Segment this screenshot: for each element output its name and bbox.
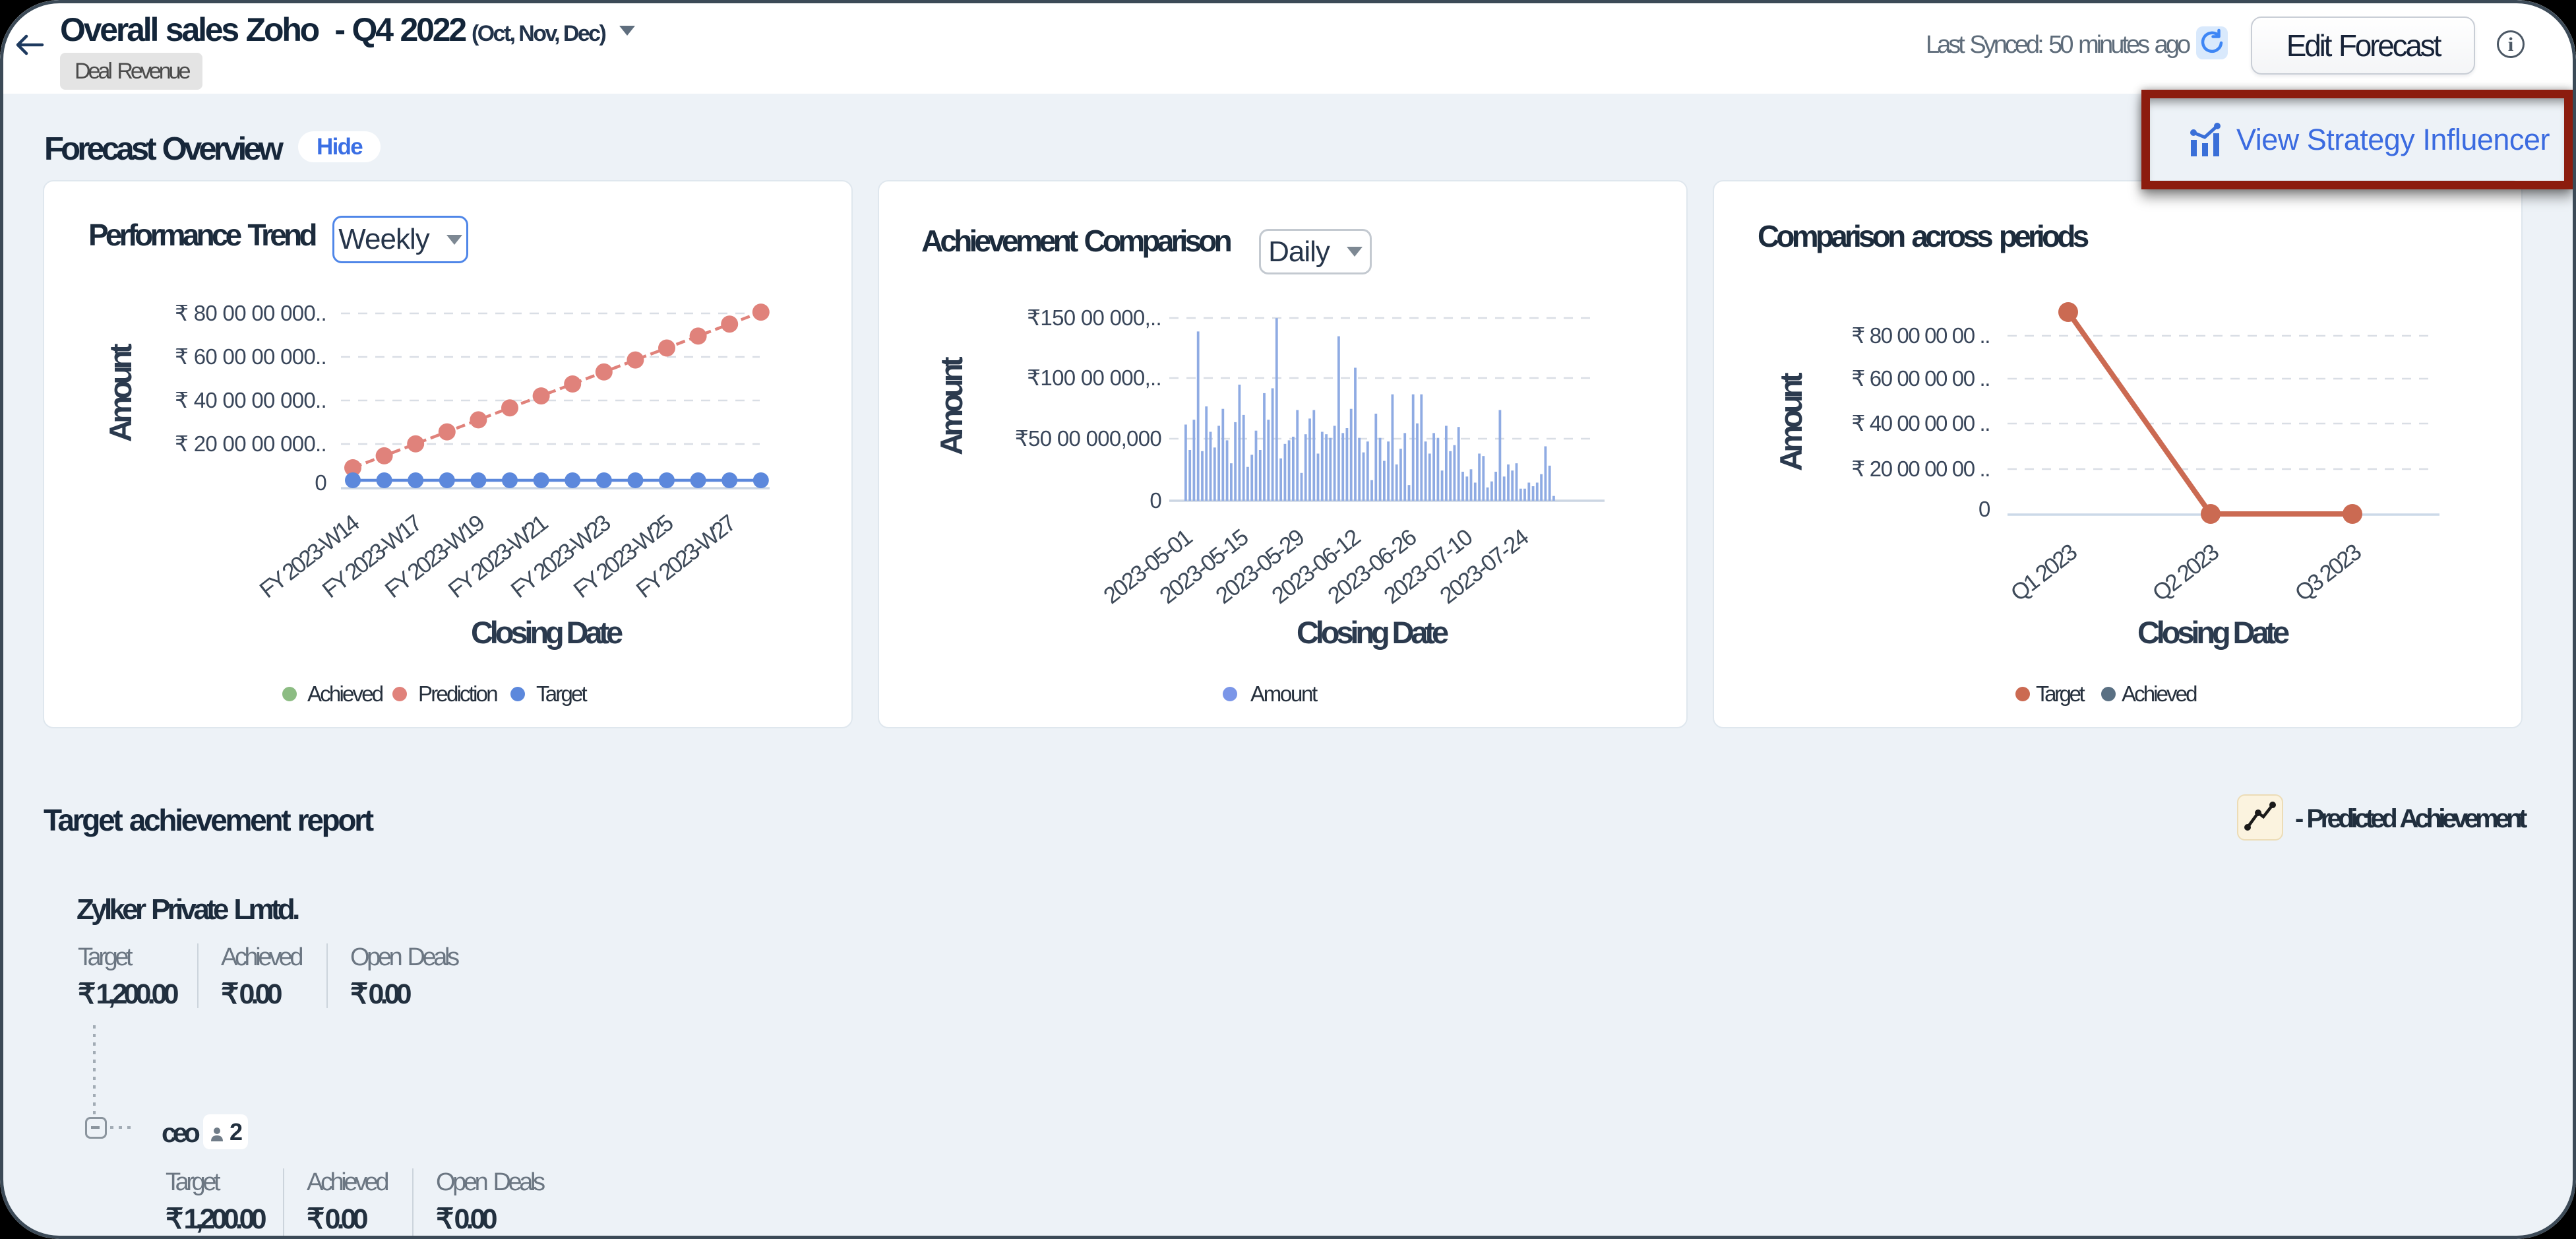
svg-text:Q1 2023: Q1 2023 — [2006, 540, 2081, 606]
svg-text:₹150 00 000,..: ₹150 00 000,.. — [1027, 305, 1161, 330]
svg-text:0: 0 — [1150, 488, 1161, 513]
svg-text:Target: Target — [536, 682, 588, 706]
svg-text:Q2 2023: Q2 2023 — [2148, 540, 2223, 606]
svg-text:₹ 40 00 00 00 ..: ₹ 40 00 00 00 .. — [1851, 411, 1990, 435]
svg-text:Amount: Amount — [1773, 372, 1808, 471]
svg-text:Target: Target — [2036, 682, 2085, 706]
svg-text:₹ 20 00 00 000..: ₹ 20 00 00 000.. — [175, 431, 326, 456]
svg-text:₹100 00 000,..: ₹100 00 000,.. — [1027, 365, 1161, 390]
svg-text:Achieved: Achieved — [307, 682, 383, 706]
svg-text:Achieved: Achieved — [2122, 682, 2197, 706]
svg-text:Closing Date: Closing Date — [2137, 615, 2289, 650]
svg-text:Q3 2023: Q3 2023 — [2290, 540, 2366, 606]
svg-text:0: 0 — [1978, 497, 1990, 521]
svg-text:₹ 20 00 00 00 ..: ₹ 20 00 00 00 .. — [1851, 457, 1990, 481]
svg-text:0: 0 — [315, 470, 326, 495]
svg-text:Closing Date: Closing Date — [471, 615, 623, 650]
svg-text:₹ 60 00 00 000..: ₹ 60 00 00 000.. — [175, 344, 326, 369]
svg-text:Closing Date: Closing Date — [1297, 615, 1448, 650]
svg-text:₹ 60 00 00 00 ..: ₹ 60 00 00 00 .. — [1851, 366, 1990, 391]
svg-text:₹ 80 00 00 000..: ₹ 80 00 00 000.. — [175, 301, 326, 325]
svg-text:₹ 40 00 00 000..: ₹ 40 00 00 000.. — [175, 388, 326, 412]
svg-text:₹ 80 00 00 00 ..: ₹ 80 00 00 00 .. — [1851, 323, 1990, 348]
svg-text:Amount: Amount — [1250, 682, 1318, 706]
svg-text:Prediction: Prediction — [418, 682, 497, 706]
svg-text:₹50 00 000,000: ₹50 00 000,000 — [1015, 426, 1162, 451]
svg-text:Amount: Amount — [103, 343, 138, 442]
svg-text:Amount: Amount — [934, 356, 969, 455]
